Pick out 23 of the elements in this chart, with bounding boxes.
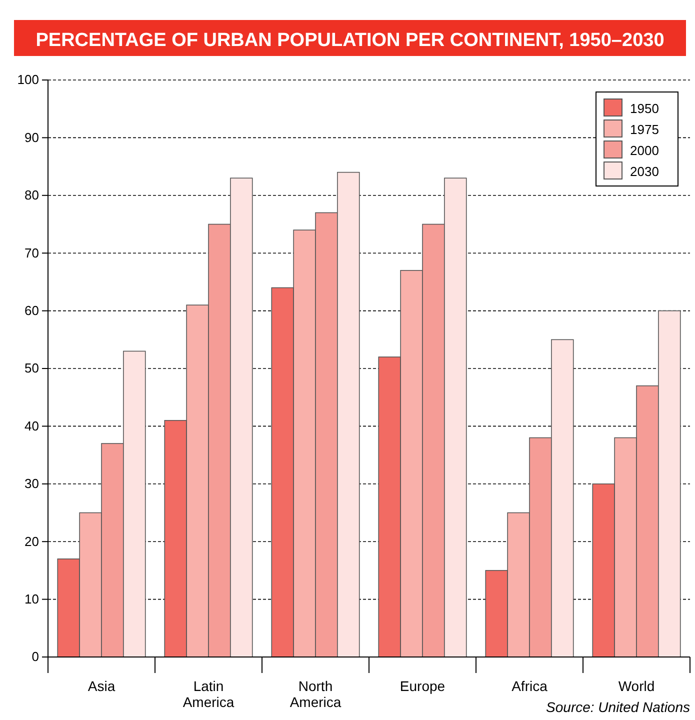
y-tick-label: 10 — [24, 591, 39, 606]
y-tick-label: 100 — [17, 72, 39, 88]
legend-label: 1975 — [630, 122, 659, 137]
y-tick-label: 90 — [24, 130, 39, 145]
y-tick-label: 60 — [24, 302, 39, 318]
y-tick-label: 50 — [24, 360, 39, 376]
legend-label: 2030 — [630, 164, 659, 179]
source-note: Source: United Nations — [546, 699, 690, 715]
x-tick-label: Asia — [88, 678, 116, 694]
x-tick-label: Africa — [512, 678, 548, 694]
legend-label: 1950 — [630, 101, 659, 116]
y-tick-label: 30 — [24, 476, 39, 492]
y-tick-label: 40 — [24, 418, 39, 434]
y-tick-label: 70 — [24, 245, 39, 260]
y-tick-label: 0 — [32, 649, 39, 664]
x-tick-label: North America — [290, 678, 342, 710]
legend-label: 2000 — [630, 143, 659, 158]
y-tick-label: 20 — [24, 534, 39, 549]
x-tick-label: Latin America — [182, 678, 234, 710]
y-tick-label: 80 — [24, 188, 39, 203]
x-tick-label: Europe — [400, 678, 446, 694]
x-tick-label: World — [618, 678, 655, 694]
chart-title: PERCENTAGE OF URBAN POPULATION PER CONTINENT, 1950–2030 — [36, 30, 664, 51]
